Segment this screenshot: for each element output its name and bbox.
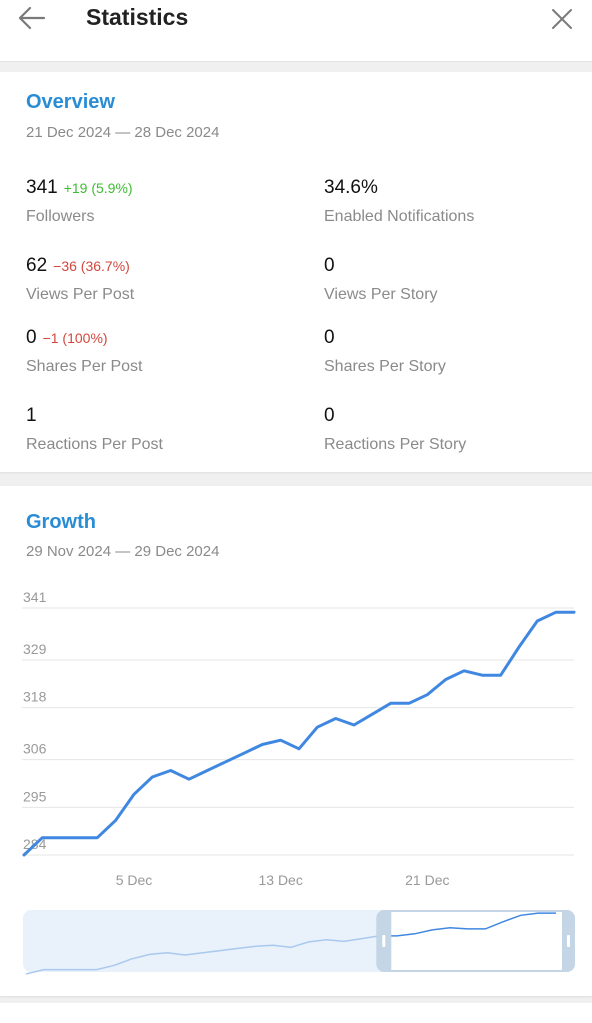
- arrow-left-icon: [18, 6, 46, 30]
- stat-value: 0: [324, 405, 335, 426]
- back-button[interactable]: [14, 4, 50, 32]
- stat-value: 62: [26, 255, 48, 276]
- grip-handle-icon[interactable]: [382, 935, 386, 947]
- stat-shares-per-story: 0 Shares Per Story: [324, 326, 584, 377]
- overview-card: Overview 21 Dec 2024 — 28 Dec 2024 341 +1…: [0, 72, 592, 472]
- close-button[interactable]: [548, 5, 576, 33]
- growth-date-range: 29 Nov 2024 — 29 Dec 2024: [26, 543, 220, 560]
- growth-line: [22, 610, 576, 857]
- stat-value: 1: [26, 405, 37, 426]
- stat-delta: +19 (5.9%): [63, 180, 133, 196]
- navigator-line-active: [376, 912, 556, 938]
- stat-value: 341: [26, 177, 58, 198]
- navigator-window[interactable]: [391, 910, 562, 972]
- y-tick-label: 295: [23, 788, 47, 804]
- stat-label: Shares Per Story: [324, 358, 446, 375]
- stat-value: 0: [324, 327, 335, 348]
- stat-views-per-story: 0 Views Per Story: [324, 254, 584, 305]
- stat-delta: −36 (36.7%): [53, 258, 130, 274]
- x-tick-label: 13 Dec: [258, 872, 302, 888]
- stat-delta: −1 (100%): [42, 330, 108, 346]
- stat-label: Shares Per Post: [26, 358, 143, 375]
- stat-reactions-per-story: 0 Reactions Per Story: [324, 404, 584, 455]
- y-tick-label: 329: [23, 641, 47, 657]
- grip-handle-icon[interactable]: [567, 935, 570, 947]
- page-title: Statistics: [86, 4, 189, 30]
- close-icon: [552, 9, 572, 29]
- y-tick-label: 318: [23, 689, 47, 705]
- chart-grid: [22, 607, 574, 856]
- header-bar: Statistics: [0, 0, 592, 62]
- stat-views-per-post: 62 −36 (36.7%) Views Per Post: [26, 254, 286, 305]
- stat-value: 0: [324, 255, 335, 276]
- x-tick-label: 5 Dec: [116, 872, 153, 888]
- y-tick-label: 306: [23, 741, 47, 757]
- stat-label: Reactions Per Story: [324, 436, 467, 453]
- stat-enabled-notifications: 34.6% Enabled Notifications: [324, 176, 584, 227]
- stat-followers: 341 +19 (5.9%) Followers: [26, 176, 286, 227]
- stat-value: 0: [26, 327, 37, 348]
- overview-title: Overview: [26, 91, 115, 113]
- stat-reactions-per-post: 1 Reactions Per Post: [26, 404, 286, 455]
- stat-label: Views Per Story: [324, 286, 438, 303]
- stat-label: Views Per Post: [26, 286, 135, 303]
- y-tick-label: 341: [23, 589, 47, 605]
- growth-card: Growth 29 Nov 2024 — 29 Dec 2024 284 295 3…: [0, 486, 592, 996]
- stat-label: Followers: [26, 208, 95, 225]
- x-tick-label: 21 Dec: [405, 872, 449, 888]
- x-axis-ticks: 5 Dec 13 Dec 21 Dec: [116, 872, 450, 888]
- stat-value: 34.6%: [324, 177, 378, 198]
- chart-navigator[interactable]: [23, 910, 575, 975]
- growth-title: Growth: [26, 511, 96, 533]
- overview-date-range: 21 Dec 2024 — 28 Dec 2024: [26, 124, 220, 141]
- stat-label: Reactions Per Post: [26, 436, 163, 453]
- stat-label: Enabled Notifications: [324, 208, 475, 225]
- stat-shares-per-post: 0 −1 (100%) Shares Per Post: [26, 326, 286, 377]
- next-card-edge: [0, 1003, 592, 1023]
